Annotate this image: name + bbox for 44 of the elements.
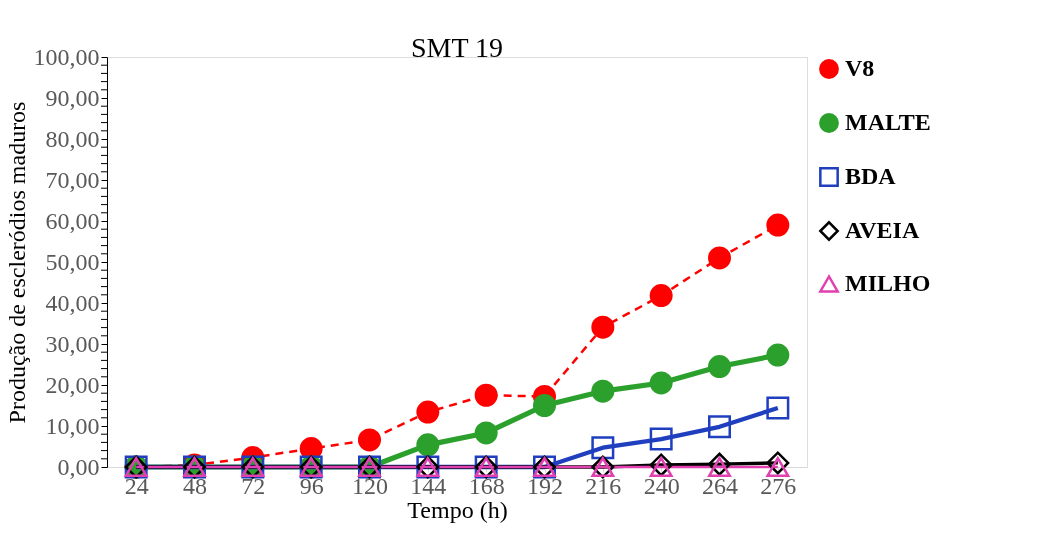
point bbox=[591, 315, 615, 339]
x-tick-label: 48 bbox=[183, 472, 207, 499]
point bbox=[649, 284, 673, 308]
point bbox=[766, 213, 790, 237]
x-tick-label: 24 bbox=[124, 472, 149, 499]
y-tick-label: 40,00 bbox=[45, 289, 100, 316]
y-tick-label: 0,00 bbox=[57, 453, 100, 480]
point bbox=[591, 436, 615, 460]
y-tick-label: 60,00 bbox=[45, 207, 100, 234]
y-tick-label: 20,00 bbox=[45, 371, 100, 398]
legend-label: AVEIA bbox=[845, 217, 920, 243]
x-tick-label: 192 bbox=[527, 472, 563, 499]
x-tick-label: 216 bbox=[585, 472, 622, 499]
x-tick-label: 72 bbox=[241, 472, 266, 499]
y-tick-label: 70,00 bbox=[45, 166, 100, 193]
point bbox=[708, 246, 731, 270]
point bbox=[766, 396, 790, 420]
legend-label: BDA bbox=[845, 163, 897, 189]
x-tick-label: 96 bbox=[299, 472, 324, 499]
point bbox=[358, 428, 381, 452]
point bbox=[766, 456, 790, 478]
x-tick-label: 264 bbox=[702, 472, 738, 499]
y-tick-label: 50,00 bbox=[45, 248, 100, 275]
x-tick-label: 276 bbox=[760, 472, 797, 499]
x-tick-label: 168 bbox=[468, 472, 505, 499]
point bbox=[474, 383, 498, 407]
y-tick-label: 90,00 bbox=[45, 84, 100, 111]
point bbox=[708, 415, 731, 439]
legend-label: MILHO bbox=[845, 270, 931, 296]
x-tick-label: 240 bbox=[643, 472, 680, 499]
y-tick-label: 30,00 bbox=[45, 330, 100, 357]
y-axis-title: Produção de escleródios maduros bbox=[3, 101, 30, 424]
x-tick-label: 144 bbox=[410, 472, 447, 499]
y-tick-label: 10,00 bbox=[45, 412, 100, 439]
point bbox=[416, 400, 440, 424]
y-tick-label: 80,00 bbox=[45, 125, 100, 152]
legend-label: V8 bbox=[845, 55, 875, 81]
point bbox=[766, 451, 790, 475]
y-tick-label: 100,00 bbox=[33, 43, 100, 70]
chart-title: SMT 19 bbox=[410, 32, 504, 63]
x-axis-title: Tempo (h) bbox=[407, 496, 508, 523]
legend-label: MALTE bbox=[845, 109, 931, 135]
point bbox=[649, 427, 673, 451]
x-tick-label: 120 bbox=[352, 472, 388, 499]
